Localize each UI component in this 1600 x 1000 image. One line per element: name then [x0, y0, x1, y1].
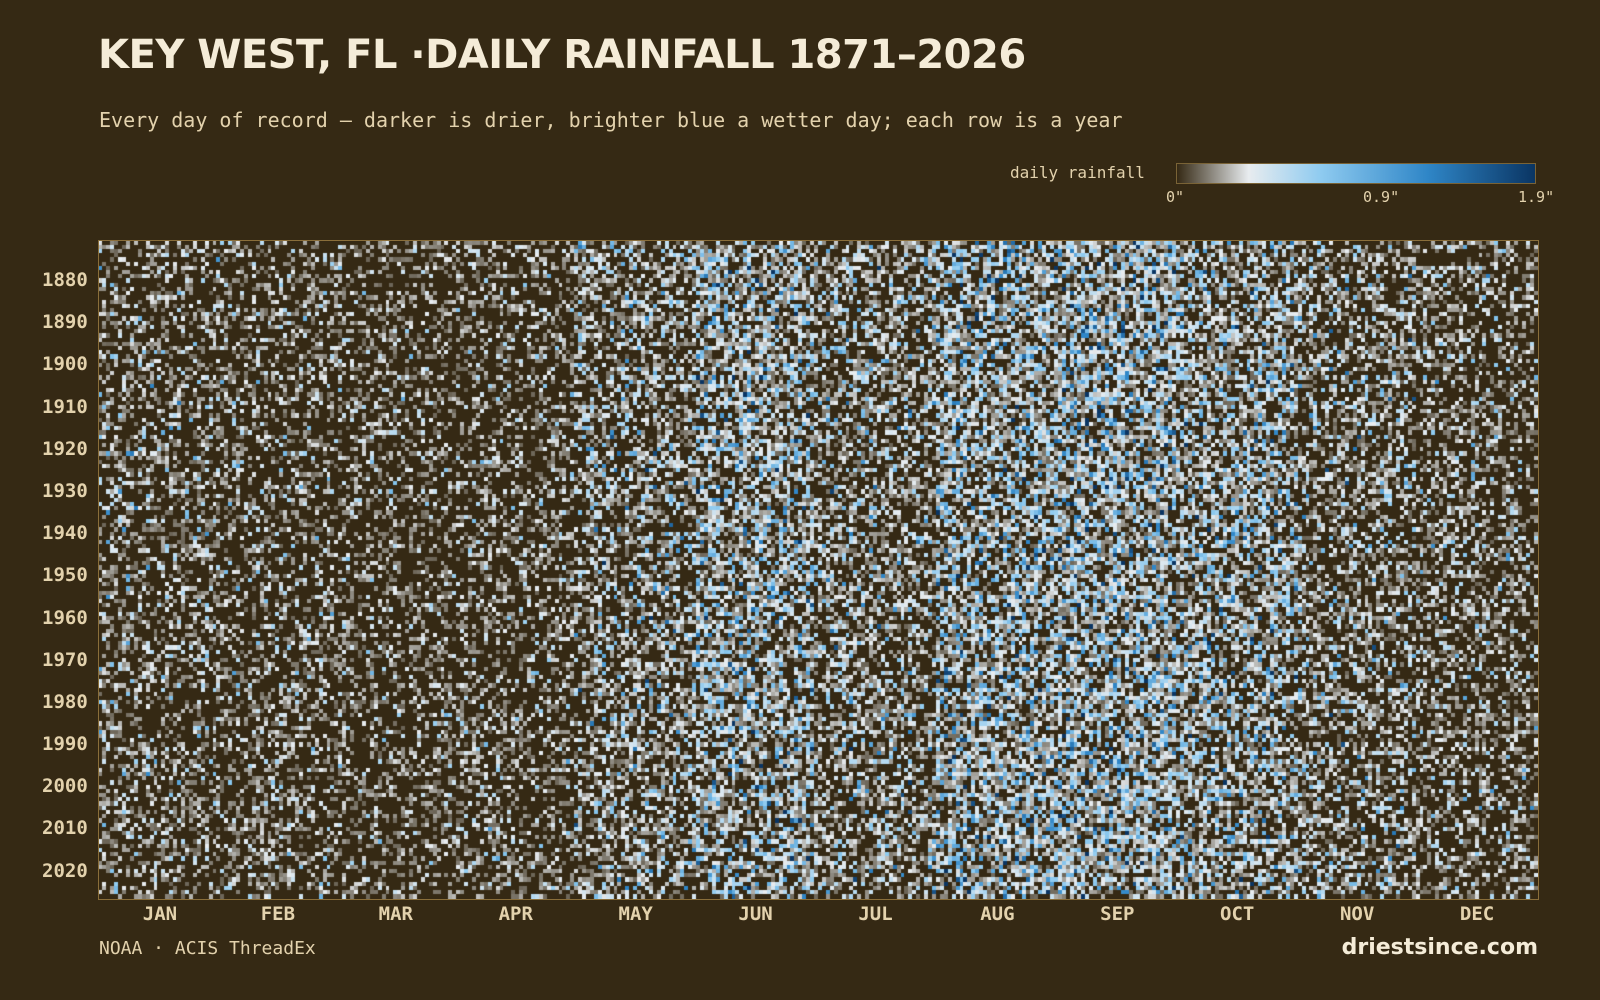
x-tick-label: MAY: [618, 903, 653, 925]
y-tick-label: 1890: [42, 311, 88, 334]
y-tick-label: 1990: [42, 733, 88, 756]
y-tick-label: 2000: [42, 775, 88, 798]
x-tick-label: APR: [498, 903, 533, 925]
y-tick-label: 1960: [42, 606, 88, 629]
data-source: NOAA · ACIS ThreadEx: [99, 938, 316, 959]
brand-link[interactable]: driestsince.com: [1341, 935, 1538, 960]
x-tick-label: AUG: [980, 903, 1015, 925]
legend-tick-min: 0": [1166, 188, 1185, 206]
chart-title: KEY WEST, FL ·DAILY RAINFALL 1871–2026: [98, 32, 1026, 78]
heatmap-frame: [98, 240, 1539, 900]
y-tick-label: 1980: [42, 690, 88, 713]
y-tick-label: 1940: [42, 522, 88, 545]
legend-tick-max: 1.9": [1518, 188, 1555, 206]
x-tick-label: MAR: [378, 903, 413, 925]
y-tick-label: 1910: [42, 395, 88, 418]
y-tick-label: 1970: [42, 648, 88, 671]
y-tick-label: 2010: [42, 817, 88, 840]
y-tick-label: 1930: [42, 479, 88, 502]
x-tick-label: NOV: [1339, 903, 1375, 925]
legend-color-bar: [1176, 163, 1536, 184]
rainfall-heatmap: [99, 241, 1538, 899]
y-tick-label: 2020: [42, 859, 88, 882]
y-tick-label: 1900: [42, 353, 88, 376]
x-tick-label: OCT: [1220, 903, 1255, 925]
y-tick-label: 1950: [42, 564, 88, 587]
x-tick-label: JAN: [142, 903, 178, 925]
legend-tick-mid: 0.9": [1363, 188, 1400, 206]
chart-subtitle: Every day of record — darker is drier, b…: [99, 108, 1123, 132]
x-tick-label: JUL: [858, 903, 893, 925]
legend-label: daily rainfall: [1010, 163, 1145, 182]
y-tick-label: 1920: [42, 437, 88, 460]
x-tick-label: SEP: [1100, 903, 1135, 925]
y-tick-label: 1880: [42, 269, 88, 292]
x-tick-label: JUN: [738, 903, 773, 925]
x-tick-label: FEB: [260, 903, 296, 925]
x-tick-label: DEC: [1459, 903, 1495, 925]
